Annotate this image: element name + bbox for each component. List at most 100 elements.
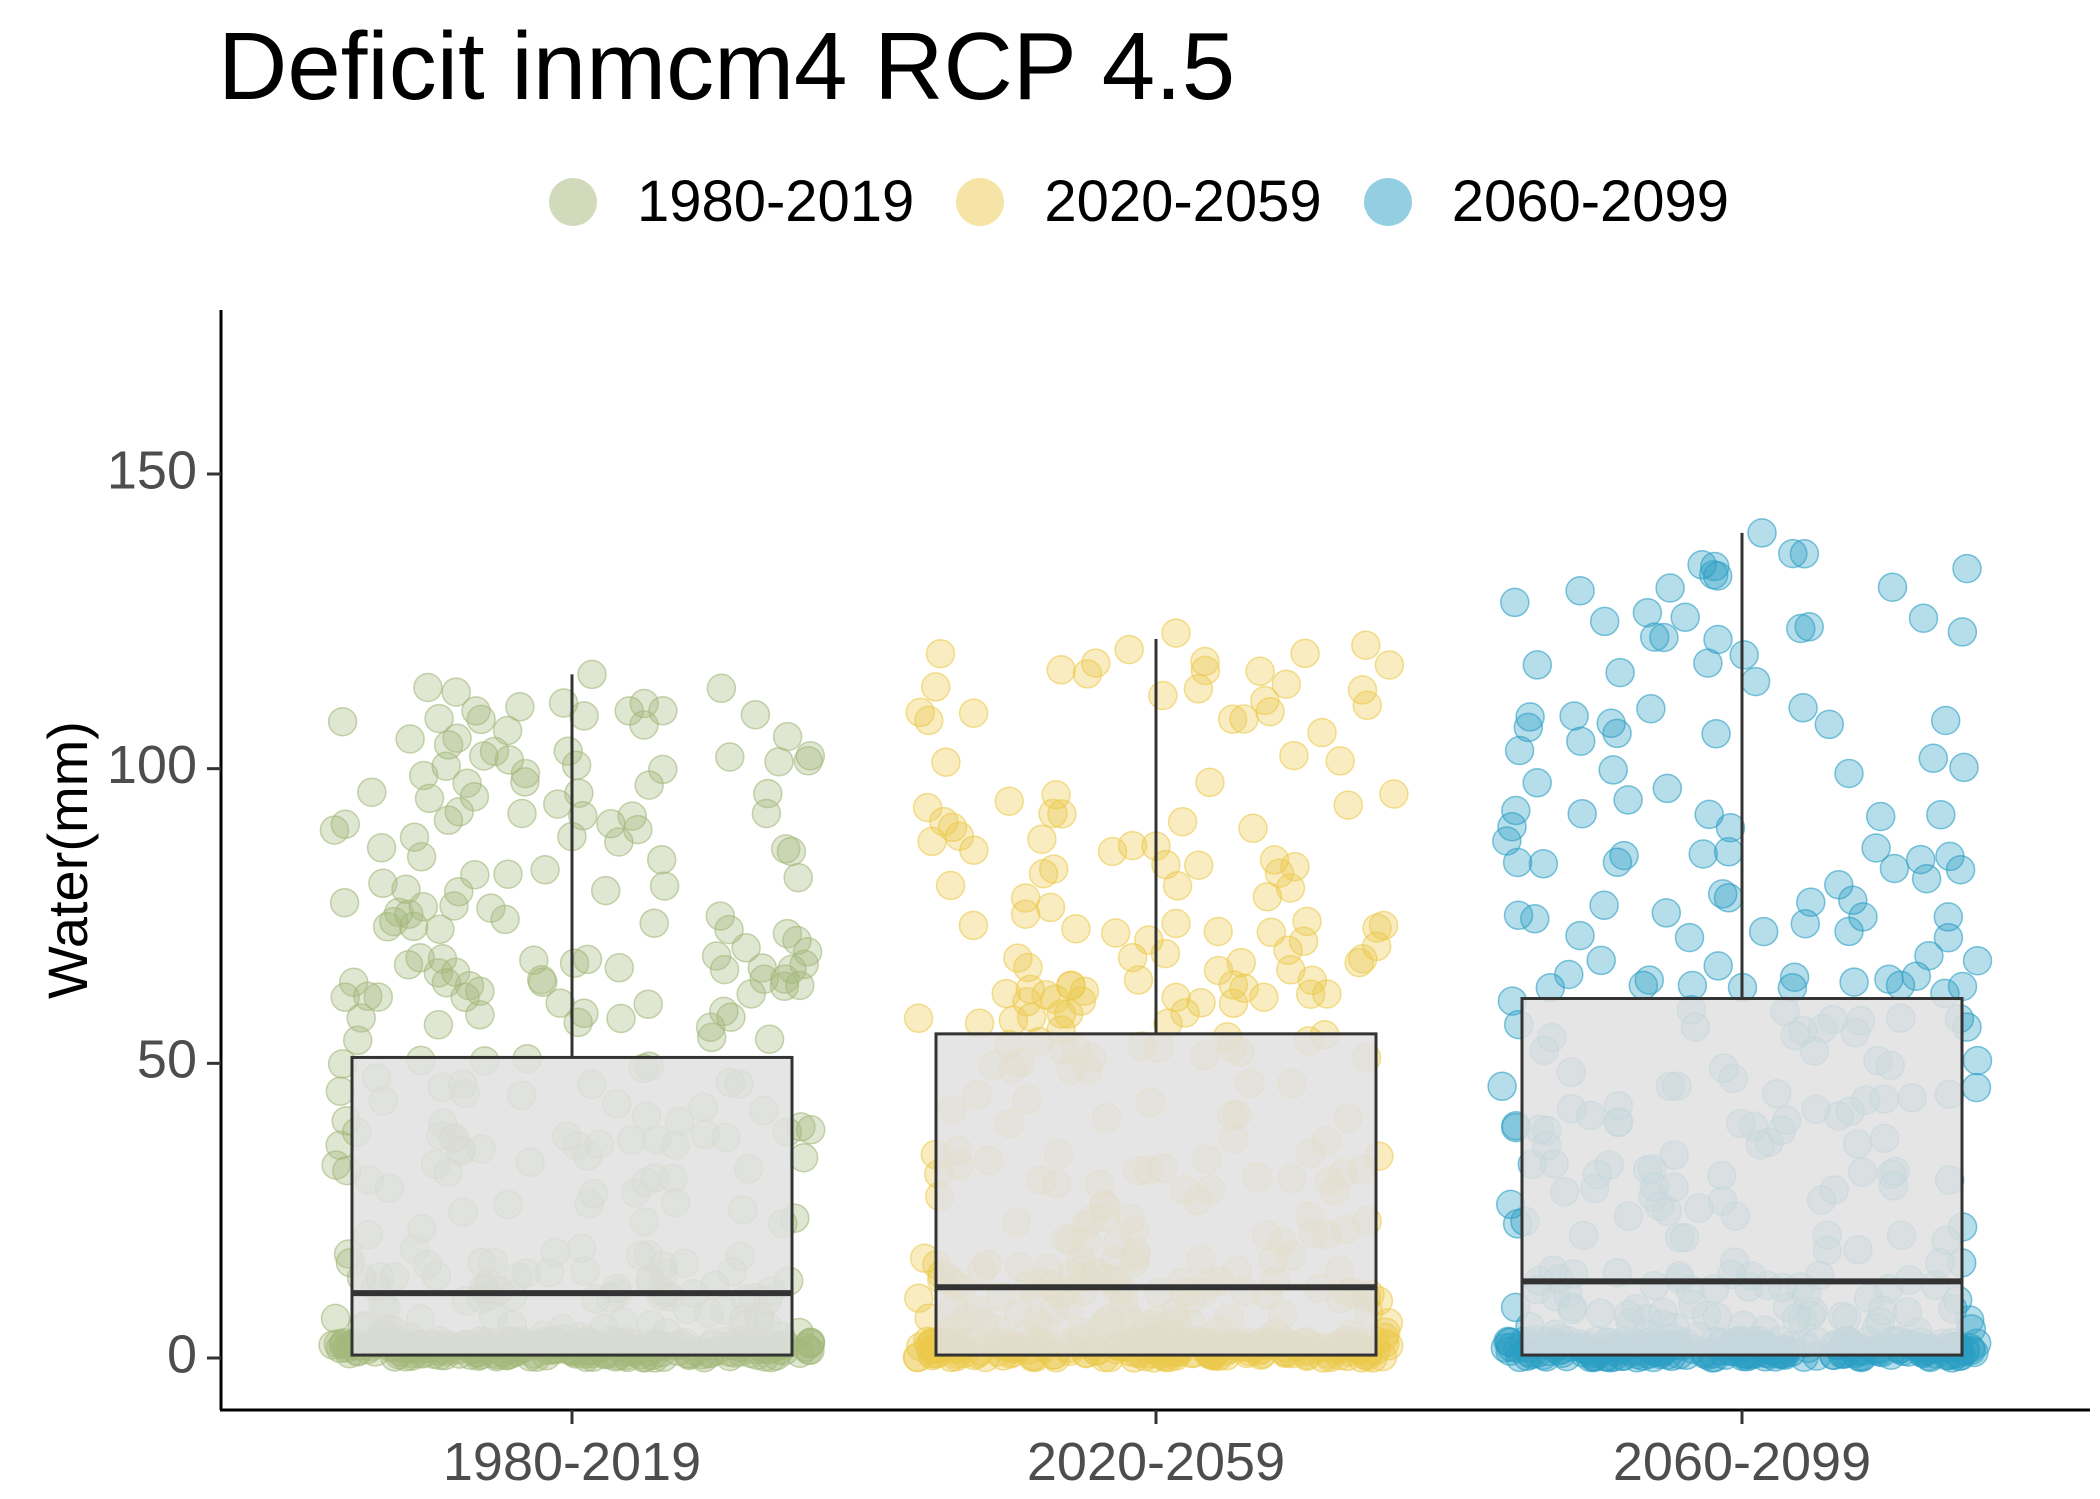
data-point [1352,690,1383,721]
x-tick-label: 1980-2019 [443,1432,701,1492]
data-point [1487,1071,1517,1102]
data-point [1344,947,1374,978]
data-point [431,751,461,781]
data-point [925,638,956,669]
legend-item-2020-2059: 2020-2059 [956,168,1322,235]
data-point [1589,606,1620,637]
data-point [1279,740,1309,771]
data-point [783,862,813,893]
data-point [1123,965,1154,995]
data-point [459,781,490,812]
data-point [1041,780,1071,810]
data-point [1567,798,1597,829]
chart-title: Deficit inmcm4 RCP 4.5 [218,13,1236,120]
data-point [912,792,943,823]
data-point [1962,1045,1993,1076]
data-point [1203,916,1233,947]
data-point [1038,798,1068,829]
data-point [1013,952,1043,983]
data-point [1195,767,1225,798]
data-point [1038,854,1069,884]
data-point [1273,935,1303,965]
data-point [1879,853,1910,884]
data-point [452,768,482,798]
data-point [1010,883,1041,913]
data-point [1374,650,1405,680]
data-point [1786,613,1816,644]
data-point [754,1024,785,1054]
data-point [545,988,575,1018]
data-point [368,868,398,899]
data-point [747,953,778,983]
y-tick-label: 0 [167,1324,197,1384]
data-point [1952,553,1982,584]
data-point [991,978,1021,1009]
data-point [342,1025,373,1056]
data-point [606,1003,636,1034]
data-point [1834,758,1864,789]
data-point [1035,892,1066,923]
data-point [391,874,421,905]
data-point [1636,693,1666,724]
data-point [1229,973,1259,1003]
data-point [1962,945,1993,976]
data-point [399,822,430,852]
data-point [572,944,603,975]
data-point [1655,573,1685,603]
data-point [465,1000,495,1030]
data-point [1264,858,1295,888]
data-point [1161,908,1191,939]
data-point [476,893,506,923]
data-point [623,814,653,845]
data-point [793,746,824,776]
axes: 1980-2019 2020-2059 2060-2099 0 50 100 150 [107,310,2090,1492]
data-point [1707,879,1738,909]
data-point [1877,572,1908,602]
data-point [321,1150,351,1180]
data-point [1100,918,1131,948]
y-axis-title: Water(mm) [36,721,99,999]
data-point [903,1342,933,1373]
data-point [1500,587,1530,618]
data-point [1947,617,1978,647]
data-point [1226,947,1256,978]
legend-item-1980-2019: 1980-2019 [548,168,914,235]
data-point [398,911,429,942]
data-point [1150,938,1181,969]
data-point [1674,922,1705,953]
data-point [1598,755,1628,785]
data-point [510,758,541,789]
data-point [696,1022,727,1053]
data-point [1290,638,1320,669]
data-point [1053,999,1084,1029]
data-point [1634,965,1665,995]
data-point [1502,847,1533,878]
data-point [1190,655,1221,686]
data-point [753,778,783,809]
data-point [905,697,936,728]
data-point [510,767,540,797]
data-point [553,736,583,766]
data-point [1351,630,1381,660]
data-point [791,1332,821,1362]
data-point [528,967,558,998]
data-point [904,1283,934,1313]
data-point [795,741,826,771]
data-point [903,1003,934,1034]
data-point [914,705,944,736]
data-point [406,842,437,872]
data-point [1935,841,1965,872]
data-point [1513,712,1544,743]
data-point [1097,836,1128,867]
data-point [1779,962,1810,992]
data-point [1249,982,1279,1012]
data-point [1713,883,1744,913]
data-point [330,982,360,1013]
data-point [764,746,794,777]
data-point [1905,844,1936,875]
data-point [1501,795,1531,826]
data-point [1790,908,1821,939]
data-point [1589,890,1619,921]
box-2060-2099 [1520,997,1964,1357]
legend-item-2060-2099: 2060-2099 [1363,168,1729,235]
